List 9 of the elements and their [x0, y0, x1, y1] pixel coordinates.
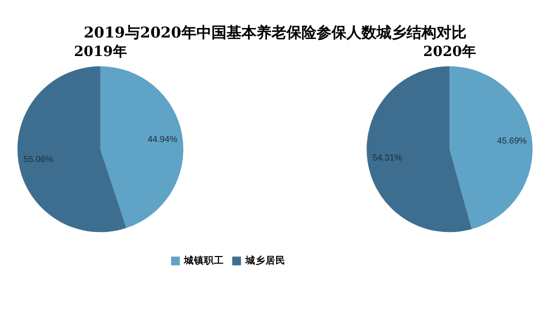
data-label: 55.06% [24, 154, 54, 164]
legend-label: 城乡居民 [244, 254, 286, 267]
chart-title: 2019与2020年中国基本养老保险参保人数城乡结构对比 [84, 23, 466, 42]
slice-label: 2019年 [74, 44, 127, 60]
data-label: 54.31% [372, 152, 402, 162]
data-label: 44.94% [148, 134, 178, 144]
slice-label: 2020年 [423, 44, 476, 60]
legend-label: 城镇职工 [183, 254, 224, 267]
data-label: 45.69% [497, 135, 527, 146]
